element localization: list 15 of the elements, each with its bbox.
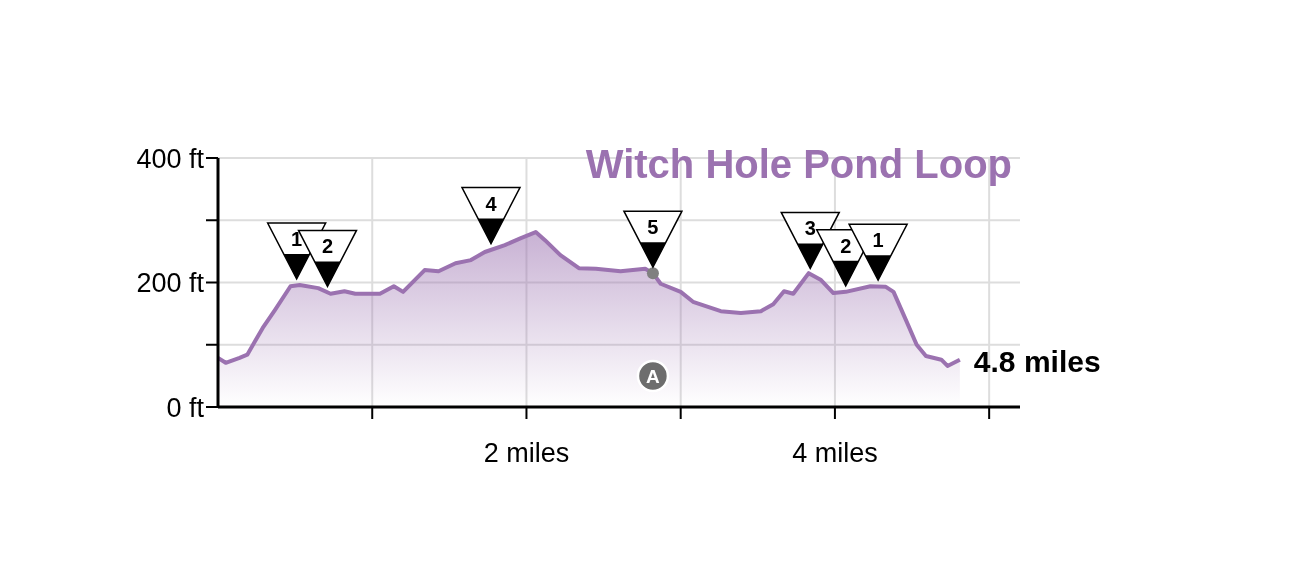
x-tick-label: 2 miles	[483, 438, 570, 469]
chart-title: Witch Hole Pond Loop	[585, 142, 1012, 186]
x-tick-label: 4 miles	[792, 438, 878, 469]
annotation: 1	[291, 227, 303, 250]
annotation: 3	[804, 217, 816, 240]
annotation: 2	[840, 234, 852, 257]
y-tick-label: 200 ft	[136, 268, 205, 299]
annotation: A	[646, 366, 661, 387]
annotation: 1	[872, 229, 884, 252]
annotation: 2	[321, 235, 334, 258]
y-tick-label: 400 ft	[136, 143, 205, 174]
annotation: 4.8 miles	[973, 344, 1101, 378]
y-tick-label: 0 ft	[166, 392, 205, 423]
annotation: 4	[485, 192, 498, 215]
annotation: 5	[647, 216, 659, 239]
